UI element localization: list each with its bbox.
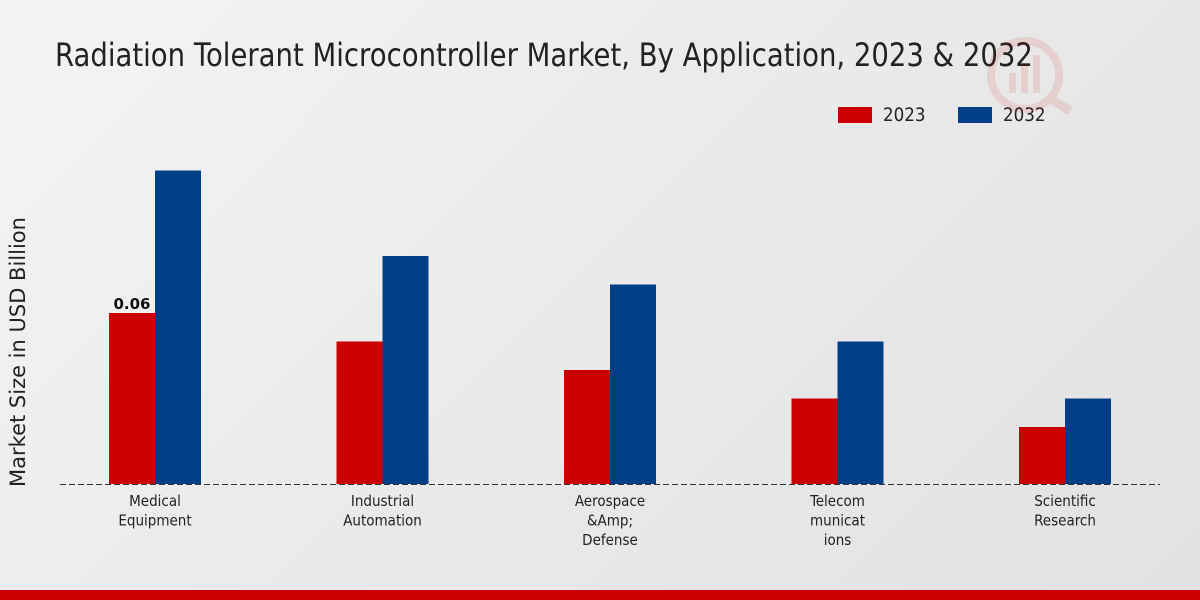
x-tick-line: Industrial — [351, 492, 414, 510]
x-tick-line: municat — [810, 512, 865, 530]
x-tick-line: Research — [1034, 512, 1096, 530]
x-tick-line: Defense — [582, 531, 638, 549]
bar-2023-4 — [1019, 427, 1065, 484]
x-tick-line: Aerospace — [575, 492, 645, 510]
x-tick-line: Telecom — [809, 492, 865, 510]
chart-title: Radiation Tolerant Microcontroller Marke… — [55, 36, 1033, 74]
x-tick-line: Medical — [129, 492, 181, 510]
bar-2023-1 — [336, 341, 383, 484]
legend-label-2032: 2032 — [1003, 104, 1046, 126]
bar-2032-1 — [382, 256, 429, 484]
bar-2032-0 — [155, 170, 201, 484]
data-label-0: 0.06 — [113, 295, 150, 313]
bar-2023-2 — [564, 370, 610, 484]
x-tick-line: Automation — [343, 512, 422, 530]
x-tick-label-0: Medical Equipment — [118, 492, 191, 530]
x-tick-line: Scientific — [1034, 492, 1096, 510]
x-tick-label-1: Industrial Automation — [343, 492, 422, 530]
bar-2032-2 — [610, 284, 656, 484]
bar-2023-0 — [109, 313, 155, 484]
bottom-accent-bar — [0, 590, 1200, 600]
bar-2032-4 — [1065, 398, 1111, 484]
legend-swatch-2023 — [838, 107, 872, 123]
x-tick-line: &Amp; — [587, 512, 633, 530]
bar-2032-3 — [837, 341, 884, 484]
legend-swatch-2032 — [958, 107, 992, 123]
x-tick-label-3: Telecom municat ions — [809, 492, 865, 549]
x-tick-line: Equipment — [118, 512, 191, 530]
bar-2023-3 — [791, 398, 838, 484]
x-tick-label-2: Aerospace &Amp; Defense — [575, 492, 645, 549]
watermark-logo-icon — [987, 37, 1073, 115]
x-tick-label-4: Scientific Research — [1034, 492, 1096, 530]
x-tick-line: ions — [824, 531, 852, 549]
legend-label-2023: 2023 — [883, 104, 926, 126]
